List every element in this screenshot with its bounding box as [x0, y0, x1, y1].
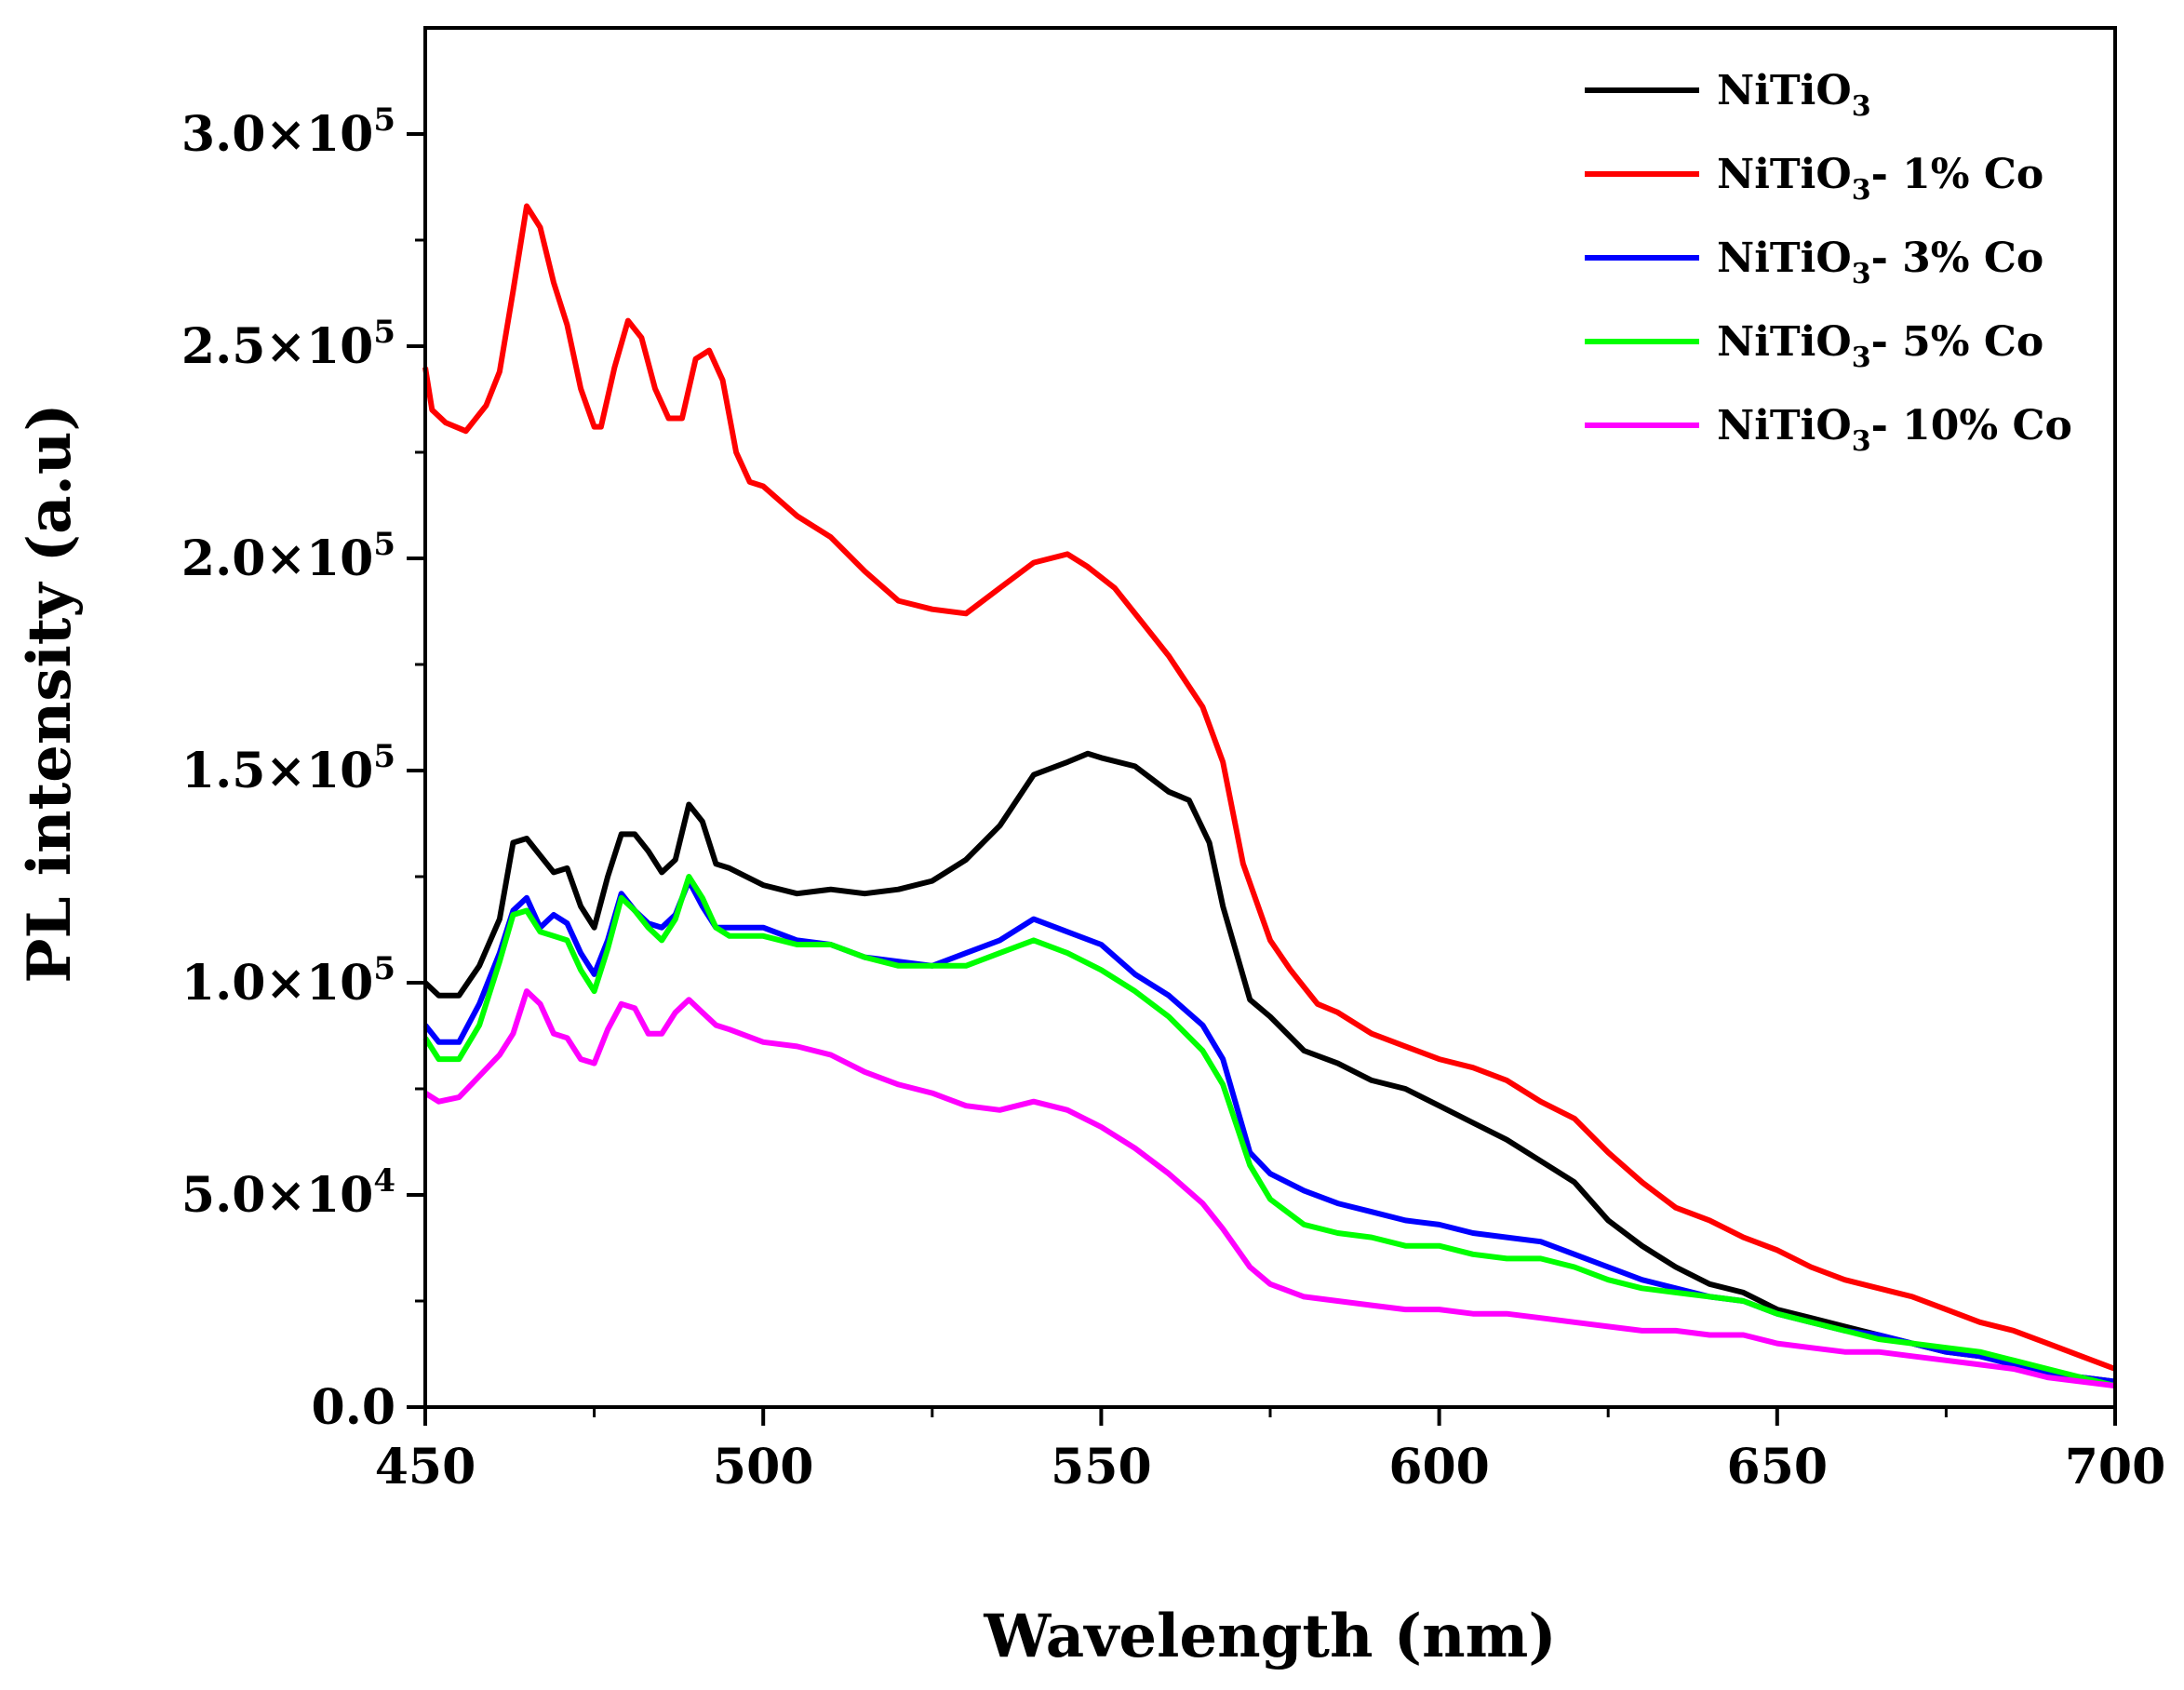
- series-layer: [422, 203, 2117, 1389]
- legend-label-3: NiTiO3- 5% Co: [1717, 318, 2043, 374]
- y-tick-label: 2.0×105: [181, 526, 395, 587]
- axes-layer: 450 500 550 600 650 700 0.0 5.0×104 1.0×105 1.5×1…: [181, 26, 2166, 1496]
- legend-label-4: NiTiO3- 10% Co: [1717, 402, 2072, 458]
- y-tick-label: 0.0: [312, 1379, 395, 1436]
- y-tick-label: 3.0×105: [181, 101, 395, 163]
- y-tick-label: 2.5×105: [181, 314, 395, 375]
- x-tick-label: 500: [713, 1439, 814, 1496]
- legend-label-0: NiTiO3: [1717, 67, 1871, 123]
- y-axis-title: PL intensity (a.u): [15, 403, 85, 983]
- series-line-1: [422, 203, 2117, 1372]
- series-line-3: [422, 874, 2116, 1389]
- x-tick-label: 600: [1388, 1439, 1490, 1496]
- x-tick-label: 650: [1727, 1439, 1829, 1496]
- x-axis-title: Wavelength (nm): [983, 1602, 1556, 1671]
- y-tick-label: 1.0×105: [181, 950, 395, 1012]
- legend: NiTiO3 NiTiO3- 1% Co NiTiO3- 3% Co NiTiO3- …: [1585, 67, 2072, 458]
- series-line-4: [423, 988, 2116, 1389]
- legend-label-2: NiTiO3- 3% Co: [1717, 235, 2043, 290]
- y-tick-label: 5.0×104: [181, 1162, 395, 1224]
- legend-label-1: NiTiO3- 1% Co: [1717, 151, 2043, 207]
- y-tick-label: 1.5×105: [181, 738, 395, 799]
- series-line-2: [422, 878, 2116, 1385]
- x-tick-label: 550: [1051, 1439, 1152, 1496]
- series-line-0: [422, 750, 2116, 1385]
- x-tick-label: 450: [375, 1439, 476, 1496]
- x-tick-label: 700: [2065, 1439, 2166, 1496]
